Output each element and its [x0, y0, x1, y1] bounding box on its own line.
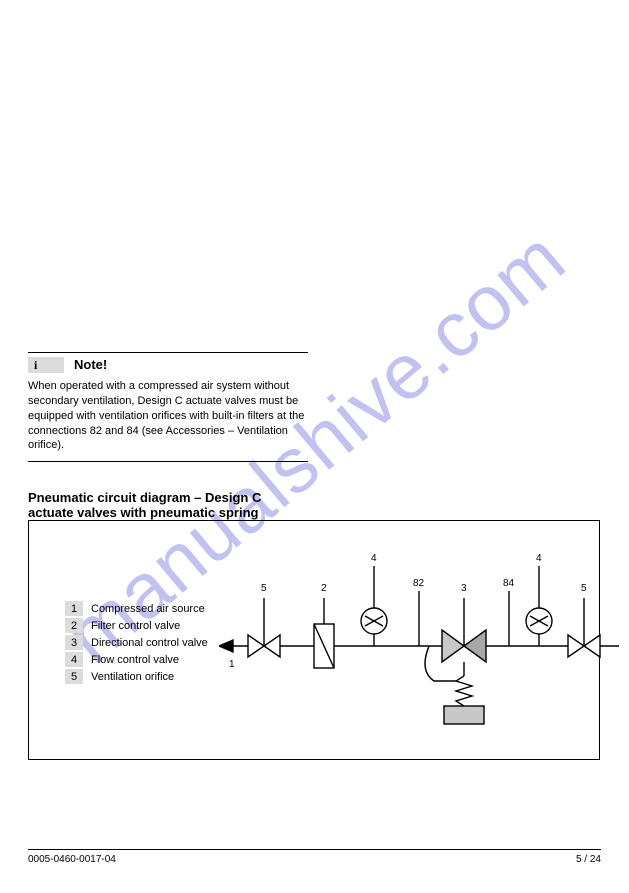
- legend-label: Directional control valve: [91, 637, 208, 649]
- legend-label: Ventilation orifice: [91, 671, 174, 683]
- footer-rule: [28, 849, 601, 850]
- page-footer: 0005-0460-0017-04 5 / 24: [28, 849, 601, 865]
- svg-text:4: 4: [536, 553, 542, 564]
- legend-row: 3 Directional control valve: [65, 635, 208, 650]
- section-heading: Pneumatic circuit diagram – Design C act…: [28, 490, 308, 520]
- legend-num: 4: [65, 652, 83, 667]
- legend-row: 2 Filter control valve: [65, 618, 208, 633]
- legend-num: 3: [65, 635, 83, 650]
- svg-text:5: 5: [581, 583, 587, 594]
- svg-text:5: 5: [261, 583, 267, 594]
- footer-pagenum: 5 / 24: [576, 854, 601, 865]
- diagram-frame: 1 Compressed air source 2 Filter control v…: [28, 520, 600, 760]
- legend-row: 5 Ventilation orifice: [65, 669, 208, 684]
- info-icon: i: [28, 357, 64, 373]
- legend-num: 5: [65, 669, 83, 684]
- svg-text:3: 3: [461, 583, 467, 594]
- legend-label: Filter control valve: [91, 620, 180, 632]
- legend-label: Compressed air source: [91, 603, 205, 615]
- diagram-legend: 1 Compressed air source 2 Filter control v…: [65, 601, 208, 686]
- legend-num: 2: [65, 618, 83, 633]
- legend-row: 4 Flow control valve: [65, 652, 208, 667]
- note-rule-bottom: [28, 461, 308, 462]
- note-label: Note!: [74, 357, 107, 372]
- legend-row: 1 Compressed air source: [65, 601, 208, 616]
- footer-docnum: 0005-0460-0017-04: [28, 854, 116, 865]
- svg-text:84: 84: [503, 578, 515, 589]
- svg-text:82: 82: [413, 578, 425, 589]
- pneumatic-schematic: 1 5 2 4 82 3 84 4 5: [219, 551, 619, 741]
- svg-text:2: 2: [321, 583, 327, 594]
- note-body: When operated with a compressed air syst…: [28, 379, 308, 453]
- note-rule-top: [28, 352, 308, 353]
- svg-text:1: 1: [229, 659, 235, 670]
- note-block: i Note! When operated with a compressed …: [28, 352, 308, 520]
- svg-text:4: 4: [371, 553, 377, 564]
- legend-num: 1: [65, 601, 83, 616]
- legend-label: Flow control valve: [91, 654, 179, 666]
